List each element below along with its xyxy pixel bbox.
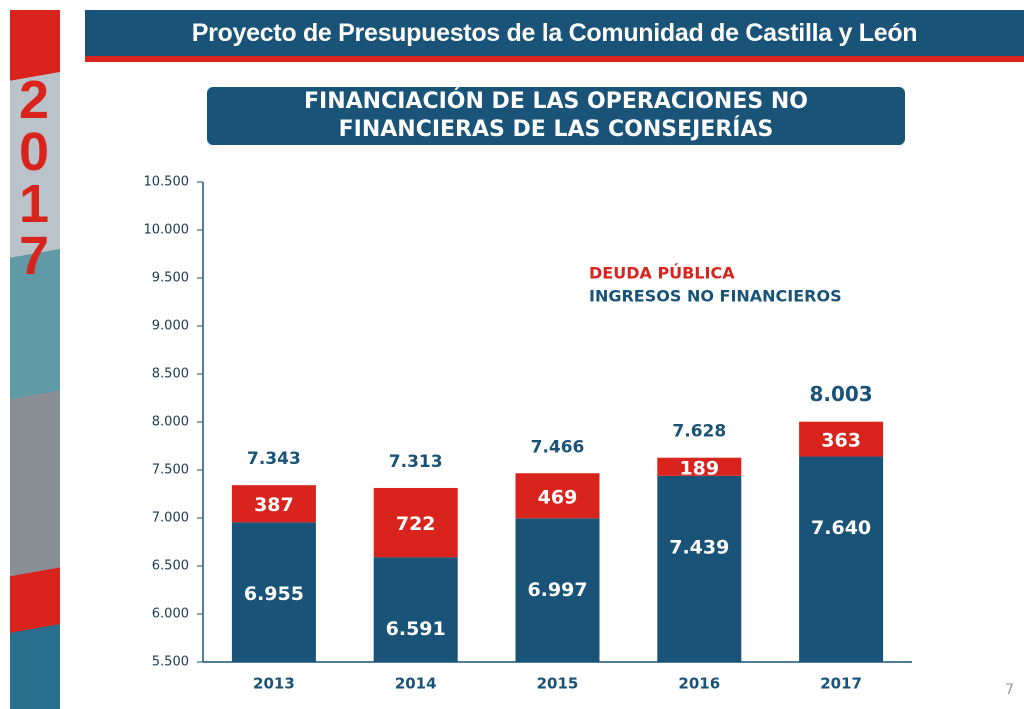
- value-label: 6.955: [244, 583, 304, 605]
- y-tick-label: 6.500: [152, 559, 189, 574]
- bar-segment: [657, 475, 742, 662]
- bar-segment: [515, 518, 600, 662]
- y-tick-label: 6.000: [152, 607, 189, 622]
- y-tick-label: 5.500: [152, 655, 189, 670]
- value-label: 6.997: [527, 579, 587, 601]
- total-label: 8.003: [809, 382, 872, 406]
- bar-segment: [515, 473, 600, 519]
- value-label: 722: [396, 513, 436, 535]
- value-label: 7.640: [811, 517, 871, 539]
- bar-segment: [799, 421, 884, 457]
- value-label: 363: [821, 430, 861, 452]
- value-label: 469: [538, 486, 578, 508]
- legend-entry: INGRESOS NO FINANCIEROS: [589, 287, 842, 306]
- header-bar: Proyecto de Presupuestos de la Comunidad…: [85, 10, 1024, 62]
- legend-entry: DEUDA PÚBLICA: [589, 264, 735, 283]
- side-year: 2017: [18, 70, 50, 286]
- total-label: 7.343: [247, 449, 301, 469]
- x-tick-label: 2014: [395, 675, 437, 693]
- y-tick-label: 10.000: [144, 223, 190, 238]
- bar-segment: [231, 485, 316, 523]
- value-label: 189: [679, 457, 719, 479]
- header-title: Proyecto de Presupuestos de la Comunidad…: [191, 19, 918, 47]
- y-tick-label: 9.500: [152, 271, 189, 286]
- bar-segment: [373, 487, 458, 558]
- value-label: 6.591: [386, 618, 446, 640]
- y-tick-label: 7.500: [152, 463, 189, 478]
- value-label: 387: [254, 494, 294, 516]
- x-tick-label: 2013: [253, 675, 295, 693]
- value-label: 7.439: [669, 536, 729, 558]
- bar-segment: [657, 457, 742, 476]
- bar-segment: [231, 522, 316, 662]
- bar-segment: [799, 456, 884, 662]
- side-strip: [10, 10, 60, 709]
- total-label: 7.628: [672, 422, 726, 442]
- y-tick-label: 10.500: [144, 175, 190, 190]
- y-tick-label: 8.000: [152, 415, 189, 430]
- y-tick-label: 7.000: [152, 511, 189, 526]
- y-tick-label: 9.000: [152, 319, 189, 334]
- total-label: 7.466: [531, 437, 585, 457]
- x-tick-label: 2016: [678, 675, 720, 693]
- x-tick-label: 2015: [537, 675, 579, 693]
- y-tick-label: 8.500: [152, 367, 189, 382]
- chart-title: FINANCIACIÓN DE LAS OPERACIONES NO FINAN…: [207, 87, 905, 145]
- bar-segment: [373, 557, 458, 662]
- page-number: 7: [1005, 682, 1014, 698]
- x-tick-label: 2017: [820, 675, 862, 693]
- total-label: 7.313: [389, 452, 443, 472]
